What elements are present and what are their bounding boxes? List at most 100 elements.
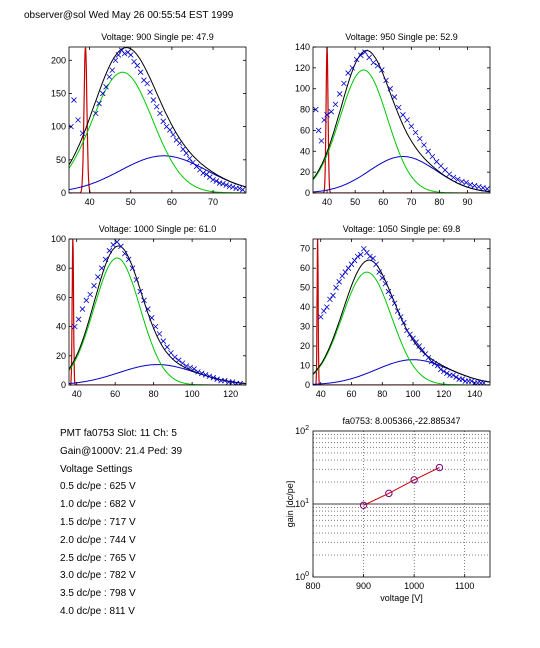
y-tick-label: 101 [295,498,309,509]
data-point [468,378,475,384]
y-tick-label: 20 [56,351,66,361]
data-point [202,371,209,378]
single-pe-curve [69,257,246,385]
x-tick-label: 60 [378,197,388,207]
axes-frame [312,238,491,386]
gain-marker [385,489,393,498]
gain-marker [359,501,368,509]
data-point [385,288,392,295]
data-point [180,146,186,152]
setting-item: 0.5 dc/pe : 625 V [60,481,136,493]
setting-item: 4.0 dc/pe : 811 V [60,605,135,617]
data-point [95,274,101,280]
data-point [176,140,183,147]
data-point [230,184,236,190]
data-point [75,117,81,123]
data-point [421,142,427,148]
data-point [333,284,339,291]
y-tick-label: 80 [56,263,66,273]
double-pe-curve [69,155,246,191]
data-point [345,265,352,271]
data-point [394,308,401,314]
page-header: observer@sol Wed May 26 00:55:54 EST 199… [24,10,234,21]
data-point [144,80,150,87]
plot-area [69,239,246,385]
data-point [147,89,153,95]
data-point [150,97,157,103]
data-point [345,70,351,76]
data-point [321,117,328,123]
plot-area [313,47,490,193]
data-point [127,52,134,58]
y-tick-label: 140 [295,42,310,52]
pedestal-curve [313,47,490,193]
data-point [112,57,119,64]
x-tick-label: 40 [322,197,332,207]
single-pe-curve [313,271,490,385]
histogram-panel-900v: 40 50 60 70 0 50 100 150 200 Voltage: 900 Single … [51,32,247,207]
data-point [317,314,324,320]
x-tick-label: 60 [346,389,356,399]
data-point [145,306,151,312]
data-point [364,249,370,256]
axes-frame [312,46,491,194]
data-point [183,363,190,369]
data-point [367,253,373,260]
settings-title: Voltage Settings [60,463,133,475]
gain-marker [410,476,418,484]
x-tick-label: 80 [149,389,159,399]
data-point [387,85,394,92]
data-point [157,110,163,117]
data-point [336,91,343,97]
data-point [96,100,102,107]
data-point [391,300,398,307]
data-point [484,186,490,192]
data-point [327,296,333,303]
single-pe-curve [313,69,490,193]
data-point [454,176,461,183]
data-point [210,176,216,183]
histogram-panel-950v: 40 50 60 70 80 90 0 20 40 60 80 100 120 140 Voltage: 9… [295,32,491,207]
data-point [395,104,402,111]
y-tick-label: 50 [300,283,310,293]
data-point [324,112,330,118]
y-tick-label: 60 [300,263,310,273]
data-point [366,54,372,61]
y-tick-label: 200 [51,55,66,65]
data-point [357,251,364,258]
data-point [324,304,330,310]
data-point [131,58,137,65]
double-pe-curve [313,156,490,193]
y-tick-label: 80 [300,105,310,115]
data-point [453,374,459,380]
data-point [413,339,419,345]
data-point [102,256,109,263]
data-point [141,297,147,304]
x-tick-label: 900 [356,581,371,591]
data-point [404,327,410,334]
x-tick-label: 800 [305,581,320,591]
data-point [425,148,431,155]
data-point [370,59,377,66]
data-point [400,112,406,118]
data-point [408,123,415,130]
gain-marker [435,463,444,472]
setting-item: 3.5 dc/pe : 798 V [60,588,136,600]
data-point [214,376,220,382]
data-point [373,261,379,268]
data-point [160,338,167,344]
plot-area [69,47,246,193]
data-point [71,97,77,103]
data-point [122,250,128,257]
data-point [236,185,243,192]
y-tick-label: 20 [300,167,310,177]
y-tick-label: 10 [300,361,310,371]
axes-frame [68,46,247,194]
data-point [99,90,106,97]
data-point [222,377,228,384]
data-point [186,155,193,162]
data-point [137,69,144,76]
x-tick-label: 60 [167,197,177,207]
data-point [237,380,244,385]
data-point [223,182,230,188]
